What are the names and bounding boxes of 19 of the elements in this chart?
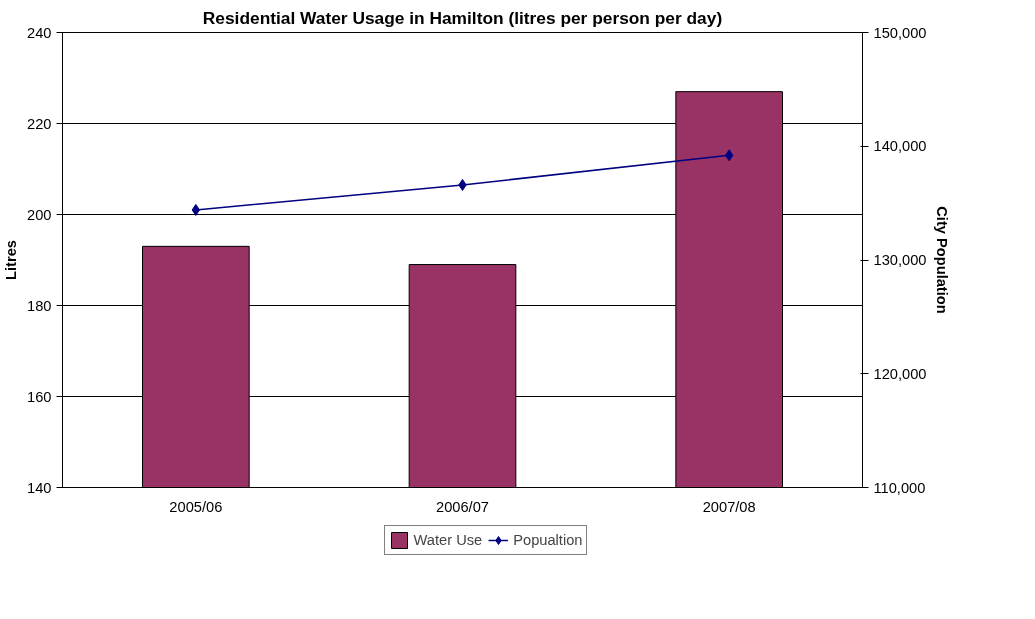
y2-tick-label: 120,000	[873, 365, 927, 382]
x-tick-label: 2006/07	[436, 498, 489, 515]
x-tick-label: 2007/08	[702, 498, 756, 515]
y2-tick-label: 140,000	[873, 138, 927, 155]
y-tick-label: 200	[27, 206, 52, 223]
y-tick-label: 160	[27, 388, 52, 405]
legend-label: Water Use	[413, 532, 483, 548]
y-tick-label: 220	[27, 115, 52, 132]
y-tick-label: 240	[27, 24, 52, 41]
x-tick-label: 2005/06	[169, 498, 223, 515]
y2-axis-title: City Population	[934, 206, 951, 314]
y-tick-label: 180	[27, 297, 52, 314]
y-tick-label: 140	[27, 479, 52, 496]
legend-label: Popualtion	[513, 532, 583, 548]
y2-tick-label: 130,000	[873, 252, 927, 268]
y2-tick-label: 110,000	[873, 479, 926, 496]
y2-tick-label: 150,000	[873, 24, 927, 41]
chart-title: Residential Water Usage in Hamilton (litres per person per day)	[202, 7, 723, 28]
y-axis-title: Litres	[3, 240, 20, 280]
